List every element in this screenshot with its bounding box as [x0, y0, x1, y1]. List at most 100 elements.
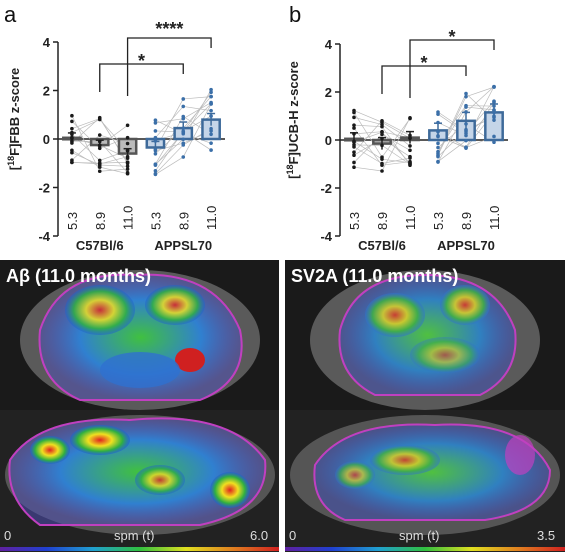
abeta-colorbar	[0, 547, 279, 551]
subject-trajectory	[182, 96, 212, 129]
subject-trajectory	[99, 118, 128, 163]
y-label-isotope: 18	[285, 164, 295, 174]
y-tick-label: -2	[320, 181, 332, 196]
significance-label: *	[138, 51, 145, 71]
category-label: 11.0	[204, 206, 219, 230]
data-point	[153, 118, 158, 122]
subject-trajectory	[155, 116, 184, 165]
data-point	[436, 159, 440, 164]
data-point	[153, 168, 158, 173]
category-label: 11.0	[487, 206, 502, 230]
chart-b: -4 -2 0 2 4 [18F]UCB-H z-score 5.3 8.9 11.0 5.3 8.…	[285, 27, 508, 253]
data-point	[125, 135, 130, 140]
abeta-cbar-min: 0	[4, 528, 12, 543]
data-point	[352, 132, 356, 136]
sv2a-image-panel: SV2A (11.0 months) 0 spm (t) 3.5	[285, 260, 565, 552]
data-point	[408, 136, 412, 141]
data-point	[125, 141, 130, 146]
group-label: APPSL70	[437, 238, 495, 253]
data-point	[492, 140, 496, 145]
data-point	[209, 114, 213, 118]
data-point	[464, 122, 468, 126]
category-label: 5.3	[431, 212, 446, 230]
subject-trajectory	[353, 112, 383, 158]
subject-trajectory	[155, 139, 184, 165]
subject-trajectory	[71, 115, 101, 172]
data-point	[209, 94, 213, 99]
abeta-panel-title: Aβ (11.0 months)	[6, 266, 152, 286]
panel-letter-b: b	[289, 2, 302, 27]
data-point	[125, 149, 130, 153]
data-point	[97, 161, 102, 165]
data-point	[380, 132, 384, 137]
data-point	[380, 143, 384, 148]
data-point	[97, 144, 102, 148]
y-label-open: [	[286, 174, 301, 179]
subject-trajectory	[353, 146, 383, 164]
data-point	[352, 165, 356, 169]
data-point	[408, 148, 412, 153]
data-point	[352, 139, 356, 144]
data-point	[97, 133, 102, 137]
data-point	[352, 115, 356, 120]
data-point	[436, 134, 440, 138]
data-point	[492, 118, 496, 122]
data-point	[181, 97, 186, 101]
data-point	[436, 112, 440, 116]
data-point	[70, 148, 74, 153]
data-point	[97, 139, 102, 144]
category-label: 5.3	[148, 212, 163, 230]
data-point	[492, 115, 496, 120]
data-point	[464, 94, 468, 99]
data-point	[380, 157, 384, 161]
subject-trajectory	[353, 141, 383, 160]
subject-trajectory	[381, 118, 411, 158]
subject-trajectory	[99, 164, 128, 167]
data-point	[97, 116, 102, 121]
subject-trajectory	[381, 120, 411, 136]
data-point	[209, 87, 213, 92]
sv2a-cbar-min: 0	[289, 528, 297, 543]
data-point	[70, 141, 74, 145]
data-point	[436, 120, 440, 125]
data-point	[408, 116, 412, 120]
data-point	[153, 171, 158, 176]
significance-bracket	[99, 63, 184, 92]
chart-a: -4 -2 0 2 4 [18F]FBB z-score 5.3 8.9 11.0 5.3 8.9 1…	[6, 19, 225, 253]
data-point	[492, 84, 496, 89]
significance-label: ****	[155, 19, 183, 39]
subject-trajectory	[381, 122, 411, 139]
data-point	[209, 148, 213, 152]
data-point	[464, 105, 468, 109]
sv2a-cbar-label: spm (t)	[399, 528, 440, 543]
data-point	[464, 146, 468, 150]
data-point	[209, 126, 213, 131]
data-point	[408, 133, 412, 138]
abeta-cbar-max: 6.0	[250, 528, 269, 543]
y-label-isotope: 18	[6, 156, 16, 166]
data-point	[492, 99, 496, 103]
subject-trajectory	[155, 106, 184, 138]
significance-bracket	[126, 37, 212, 96]
data-point	[153, 163, 158, 167]
data-point	[464, 110, 468, 114]
data-point	[70, 113, 74, 118]
y-tick-label: 0	[43, 132, 50, 147]
data-point	[464, 91, 468, 96]
data-point	[125, 167, 130, 171]
data-point	[125, 154, 130, 159]
data-point	[70, 130, 74, 135]
data-point	[464, 131, 468, 136]
data-point	[492, 134, 496, 139]
data-point	[125, 171, 130, 176]
data-point	[153, 129, 158, 133]
data-point	[209, 141, 213, 145]
category-label: 5.3	[347, 212, 362, 230]
data-point	[352, 126, 356, 130]
category-label: 11.0	[403, 206, 418, 230]
data-point	[352, 145, 356, 149]
y-axis-label: [18F]UCB-H z-score	[285, 61, 301, 179]
abeta-cbar-label: spm (t)	[114, 528, 155, 543]
sv2a-colorbar	[285, 547, 565, 551]
data-point	[436, 129, 440, 134]
